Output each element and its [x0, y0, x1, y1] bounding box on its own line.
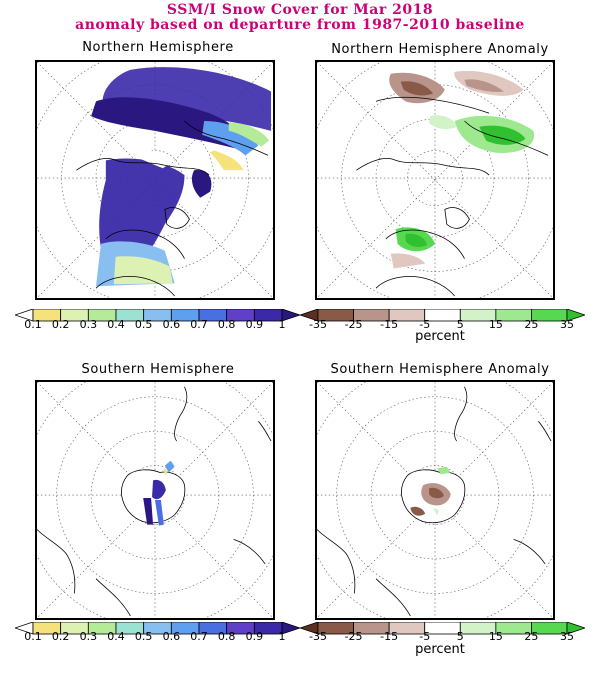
cover-colorbar-tick-label: 0.3 — [79, 318, 98, 331]
coastline-icon — [317, 386, 552, 617]
anomaly-colorbar-tick-label: -25 — [344, 630, 363, 643]
cover-colorbar-tick-label: 0.1 — [24, 630, 42, 643]
anomaly-colorbar-tick-label: 5 — [456, 318, 464, 331]
nh-anomaly-map — [315, 60, 555, 300]
anomaly-colorbar-tick-label: -15 — [380, 318, 399, 331]
anomaly-colorbar-tick-label: -35 — [309, 630, 327, 643]
cover-colorbar-tick-label: 0.9 — [245, 630, 264, 643]
cover-colorbar-tick-label: 0.7 — [190, 630, 208, 643]
anomaly-colorbar-tick-label: -15 — [380, 630, 399, 643]
cover-colorbar-labels-bottom: 0.1 0.2 0.3 0.4 0.5 0.6 0.7 0.8 0.9 1 — [15, 630, 300, 644]
anomaly-colorbar-arrow-high — [566, 622, 585, 635]
cover-colorbar-tick-label: 0.4 — [107, 630, 125, 643]
anomaly-colorbar-tick-label: -5 — [419, 318, 431, 331]
coastline-icon — [76, 120, 269, 297]
anomaly-colorbar-tick-label: -35 — [309, 318, 327, 331]
cover-colorbar-arrow-high — [281, 309, 300, 322]
anomaly-colorbar-tick-label: 25 — [524, 318, 539, 331]
anomaly-colorbar-bottom — [300, 622, 585, 636]
cover-colorbar-bottom — [15, 622, 300, 636]
chart-subtitle: anomaly based on departure from 1987-201… — [75, 17, 525, 33]
chart-title: SSM/I Snow Cover for Mar 2018 — [166, 2, 434, 18]
anomaly-colorbar-top — [300, 309, 585, 323]
cover-colorbar-tick-label: 0.8 — [217, 630, 236, 643]
anomaly-colorbar-tick-label: 25 — [524, 630, 539, 643]
cover-colorbar-tick-label: 0.4 — [107, 318, 125, 331]
cover-colorbar-tick-label: 0.2 — [51, 630, 70, 643]
anomaly-colorbar-tick-label: 5 — [456, 630, 464, 643]
anomaly-colorbar-labels-bottom: -35 -25 -15 -5 5 15 25 35 — [300, 630, 585, 644]
cover-colorbar-labels-top: 0.1 0.2 0.3 0.4 0.5 0.6 0.7 0.8 0.9 1 — [15, 318, 300, 332]
coastline-icon — [356, 96, 549, 297]
anomaly-units-bottom: percent — [415, 642, 465, 657]
cover-colorbar-tick-label: 0.2 — [51, 318, 70, 331]
cover-colorbar-tick-label: 0.5 — [134, 630, 153, 643]
nh-cover-map — [35, 60, 275, 300]
cover-colorbar-tick-label: 0.9 — [245, 318, 264, 331]
anomaly-colorbar-labels-top: -35 -25 -15 -5 5 15 25 35 — [300, 318, 585, 332]
sh-anomaly-title: Southern Hemisphere Anomaly — [330, 362, 550, 377]
anomaly-units-top: percent — [415, 329, 465, 344]
cover-colorbar-tick-label: 0.8 — [217, 318, 236, 331]
sh-anomaly-map — [315, 380, 555, 620]
cover-colorbar-tick-label: 0.3 — [79, 630, 98, 643]
sh-cover-title: Southern Hemisphere — [81, 362, 235, 377]
anomaly-colorbar-tick-label: 35 — [560, 630, 574, 643]
cover-colorbar-tick-label: 0.6 — [162, 318, 181, 331]
anomaly-colorbar-tick-label: 15 — [488, 318, 503, 331]
nh-anomaly-title: Northern Hemisphere Anomaly — [331, 42, 549, 57]
anomaly-colorbar-tick-label: -25 — [344, 318, 363, 331]
cover-colorbar-tick-label: 0.1 — [24, 318, 42, 331]
anomaly-colorbar-tick-label: 35 — [560, 318, 574, 331]
anomaly-colorbar-tick-label: 15 — [488, 630, 503, 643]
cover-colorbar-tick-label: 1 — [278, 318, 286, 331]
cover-colorbar-tick-label: 0.7 — [190, 318, 208, 331]
nh-cover-title: Northern Hemisphere — [82, 40, 234, 55]
cover-colorbar-tick-label: 0.6 — [162, 630, 181, 643]
cover-colorbar-tick-label: 0.5 — [134, 318, 153, 331]
cover-colorbar-arrow-high — [281, 622, 300, 635]
cover-colorbar-tick-label: 1 — [278, 630, 286, 643]
cover-colorbar-top — [15, 309, 300, 323]
sh-cover-map — [35, 380, 275, 620]
coastline-icon — [37, 386, 272, 617]
anomaly-colorbar-arrow-high — [566, 309, 585, 322]
anomaly-colorbar-tick-label: -5 — [419, 630, 431, 643]
